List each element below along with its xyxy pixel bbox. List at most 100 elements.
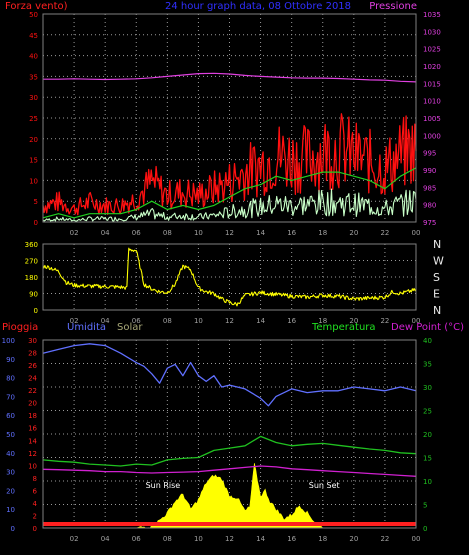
wind-tick-label: 15 [29,157,38,165]
dewpoint-line [42,465,417,477]
humidity-tick-label: 20 [6,487,15,495]
dir-time-tick: 18 [318,317,327,325]
weather-panel-frame [42,339,417,529]
pressure-tick-label: 1010 [423,98,441,106]
humidity-tick-label: 10 [6,506,15,514]
humidity-tick-label: 60 [6,412,15,420]
compass-label: S [433,271,440,284]
pressure-line [43,72,417,83]
pressure-tick-label: 975 [423,219,436,227]
dir-time-tick: 22 [380,317,389,325]
direction-tick-label: 360 [25,241,38,249]
pressure-tick-label: 1035 [423,11,441,19]
rain-tick-label: 2 [33,512,37,520]
wind-tick-label: 25 [29,115,38,123]
weather-time-tick: 16 [287,535,296,543]
wind-tick-label: 20 [29,136,38,144]
rain-tick-label: 20 [28,400,37,408]
compass-label: N [433,304,441,317]
direction-tick-label: 180 [25,274,38,282]
wind-tick-label: 40 [29,53,38,61]
weather-time-tick: 14 [256,535,265,543]
humidity-tick-label: 50 [6,431,15,439]
rain-tick-label: 10 [28,462,37,470]
wind-time-tick: 14 [256,229,265,237]
pressure-tick-label: 1005 [423,115,441,123]
pressure-tick-label: 995 [423,150,436,158]
wind-tick-label: 5 [34,198,38,206]
pressure-tick-label: 980 [423,202,436,210]
dir-time-tick: 04 [101,317,110,325]
dir-time-tick: 20 [349,317,358,325]
pressure-tick-label: 1000 [423,132,441,140]
wind-tick-label: 45 [29,32,38,40]
wind-time-tick: 06 [132,229,141,237]
dir-time-tick: 14 [256,317,265,325]
compass-label: E [433,288,440,301]
pressure-tick-label: 990 [423,167,436,175]
rain-tick-label: 6 [33,487,38,495]
pressure-axis-label: Pressione [369,1,417,12]
rain-tick-label: 18 [28,412,37,420]
wind-panel-frame [42,13,417,223]
direction-panel-frame [42,243,417,311]
humidity-tick-label: 30 [6,469,15,477]
axes-layer: 0510152025303540455097598098599099510001… [2,11,444,543]
temperature-tick-label: 30 [423,384,432,392]
chart-title: 24 hour graph data, 08 Ottobre 2018 [165,1,351,12]
wind-tick-label: 30 [29,94,38,102]
rain-label: Pioggia [2,322,38,333]
temperature-tick-label: 15 [423,455,432,463]
weather-time-tick: 20 [349,535,358,543]
wind-average-line [42,167,417,219]
dir-time-tick: 08 [163,317,172,325]
weather-time-tick: 12 [225,535,234,543]
compass-label: N [433,238,441,251]
pressure-tick-label: 1030 [423,28,441,36]
grid-layer [43,14,416,528]
rain-tick-label: 22 [28,387,37,395]
dir-time-tick: 00 [412,317,421,325]
wind-time-tick: 04 [101,229,110,237]
weather-time-tick: 04 [101,535,110,543]
rain-tick-label: 14 [28,437,37,445]
dir-time-tick: 06 [132,317,141,325]
direction-tick-label: 90 [29,291,38,299]
pressure-tick-label: 985 [423,184,436,192]
temperature-label: Temperatura [311,322,376,333]
temperature-tick-label: 5 [423,502,427,510]
temperature-tick-label: 10 [423,478,432,486]
temperature-tick-label: 40 [423,337,432,345]
wind-min-line [42,188,417,222]
humidity-tick-label: 90 [6,356,15,364]
dir-time-tick: 16 [287,317,296,325]
humidity-label: Umidita [67,322,106,333]
sunrise-annotation: Sun Rise [146,481,181,490]
humidity-tick-label: 70 [6,393,15,401]
wind-tick-label: 50 [29,11,38,19]
wind-time-tick: 22 [380,229,389,237]
weather-time-tick: 00 [412,535,421,543]
weather-time-tick: 08 [163,535,172,543]
rain-tick-label: 4 [33,500,38,508]
rain-tick-label: 0 [33,525,37,533]
weather-time-tick: 06 [132,535,141,543]
rain-tick-label: 16 [28,425,37,433]
wind-time-tick: 10 [194,229,203,237]
pressure-tick-label: 1020 [423,63,441,71]
wind-time-tick: 00 [412,229,421,237]
wind-tick-label: 0 [34,219,38,227]
wind-tick-label: 35 [29,73,38,81]
wind-time-tick: 20 [349,229,358,237]
solar-label: Solar [117,322,143,333]
rain-tick-label: 30 [28,337,37,345]
direction-tick-label: 270 [25,258,38,266]
sunset-annotation: Sun Set [309,481,340,490]
temperature-tick-label: 0 [423,525,427,533]
weather-time-tick: 18 [318,535,327,543]
rain-bar [43,522,416,526]
temperature-tick-label: 20 [423,431,432,439]
temperature-line [42,435,417,467]
rain-tick-label: 24 [28,375,37,383]
